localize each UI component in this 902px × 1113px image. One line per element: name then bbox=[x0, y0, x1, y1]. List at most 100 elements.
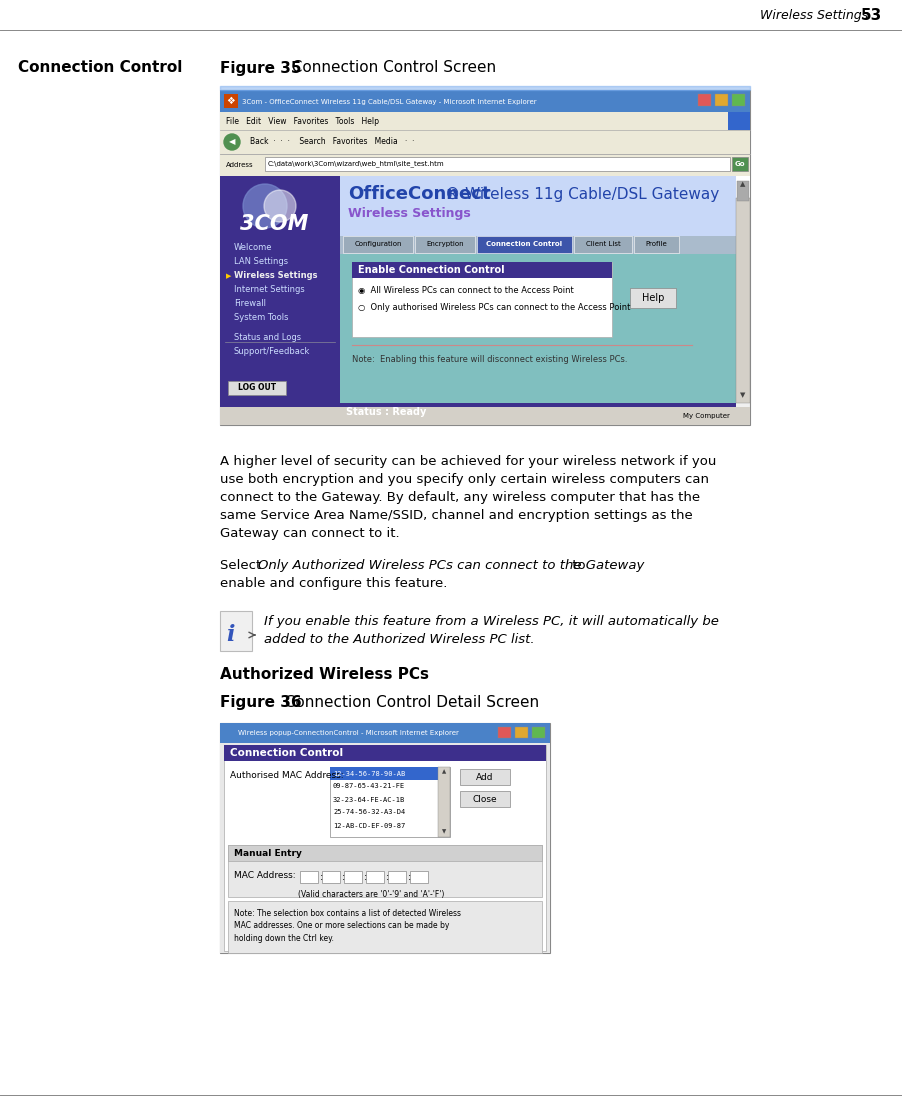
Text: Authorised MAC Address:: Authorised MAC Address: bbox=[230, 770, 344, 779]
Text: Status : Ready: Status : Ready bbox=[345, 407, 426, 417]
Bar bbox=[220, 723, 549, 743]
Text: ▼: ▼ bbox=[441, 829, 446, 835]
Text: (Valid characters are '0'-'9' and 'A'-'F'): (Valid characters are '0'-'9' and 'A'-'F… bbox=[298, 890, 444, 899]
Text: ® Wireless 11g Cable/DSL Gateway: ® Wireless 11g Cable/DSL Gateway bbox=[445, 187, 719, 201]
Bar bbox=[714, 93, 727, 106]
Text: OfficeConnect: OfficeConnect bbox=[347, 185, 490, 203]
Bar bbox=[415, 236, 474, 253]
Text: Connection Control Screen: Connection Control Screen bbox=[281, 60, 495, 76]
Text: Connection Control: Connection Control bbox=[18, 60, 182, 76]
Text: Internet Settings: Internet Settings bbox=[234, 286, 304, 295]
Bar bbox=[220, 90, 750, 112]
Text: ◉  All Wireless PCs can connect to the Access Point: ◉ All Wireless PCs can connect to the Ac… bbox=[357, 286, 573, 295]
Text: Gateway can connect to it.: Gateway can connect to it. bbox=[220, 526, 400, 540]
Text: ▼: ▼ bbox=[740, 392, 745, 398]
Text: Wireless Settings: Wireless Settings bbox=[759, 10, 867, 22]
Text: Connection Control: Connection Control bbox=[486, 242, 562, 247]
Bar bbox=[497, 727, 511, 738]
Text: Figure 35: Figure 35 bbox=[220, 60, 301, 76]
Bar bbox=[220, 407, 750, 425]
Bar bbox=[220, 154, 750, 176]
Text: :: : bbox=[319, 871, 323, 881]
Bar bbox=[340, 176, 735, 236]
Text: to: to bbox=[567, 559, 585, 572]
Text: Wireless Settings: Wireless Settings bbox=[234, 272, 318, 280]
Text: Enable Connection Control: Enable Connection Control bbox=[357, 265, 504, 275]
Bar bbox=[220, 611, 252, 651]
Text: Wireless Settings: Wireless Settings bbox=[347, 207, 470, 220]
Bar bbox=[220, 130, 750, 154]
Text: C:\data\work\3Com\wizard\web_html\site_test.htm: C:\data\work\3Com\wizard\web_html\site_t… bbox=[268, 160, 444, 167]
Text: 09-87-65-43-21-FE: 09-87-65-43-21-FE bbox=[333, 784, 405, 789]
Bar bbox=[227, 845, 541, 861]
Text: Status and Logs: Status and Logs bbox=[234, 334, 300, 343]
Bar bbox=[220, 176, 340, 236]
Text: ○  Only authorised Wireless PCs can connect to the Access Point: ○ Only authorised Wireless PCs can conne… bbox=[357, 304, 630, 313]
Text: Connection Control Detail Screen: Connection Control Detail Screen bbox=[275, 695, 538, 710]
Bar bbox=[340, 236, 735, 254]
Text: Wireless popup-ConnectionControl - Microsoft Internet Explorer: Wireless popup-ConnectionControl - Micro… bbox=[238, 730, 458, 736]
Text: 25-74-56-32-A3-D4: 25-74-56-32-A3-D4 bbox=[333, 809, 405, 816]
Bar bbox=[352, 262, 612, 337]
Text: Manual Entry: Manual Entry bbox=[234, 848, 301, 857]
Bar bbox=[352, 262, 612, 278]
Text: :: : bbox=[342, 871, 345, 881]
Bar bbox=[220, 112, 750, 130]
Text: ❖: ❖ bbox=[226, 96, 235, 106]
Bar bbox=[227, 845, 541, 897]
Bar bbox=[476, 236, 571, 253]
Text: File   Edit   View   Favorites   Tools   Help: File Edit View Favorites Tools Help bbox=[226, 117, 379, 126]
Bar bbox=[633, 236, 678, 253]
Text: added to the Authorized Wireless PC list.: added to the Authorized Wireless PC list… bbox=[263, 633, 534, 646]
Text: A higher level of security can be achieved for your wireless network if you: A higher level of security can be achiev… bbox=[220, 455, 715, 467]
Bar bbox=[227, 902, 541, 953]
Bar bbox=[630, 288, 676, 308]
Text: Welcome: Welcome bbox=[234, 244, 272, 253]
Bar bbox=[343, 236, 412, 253]
Bar bbox=[574, 236, 631, 253]
Text: :: : bbox=[385, 871, 389, 881]
Text: LAN Settings: LAN Settings bbox=[234, 257, 288, 266]
Bar bbox=[224, 93, 238, 108]
Bar bbox=[264, 157, 729, 171]
Text: MAC Address:: MAC Address: bbox=[234, 870, 299, 879]
Bar bbox=[224, 745, 546, 951]
Bar bbox=[732, 157, 747, 171]
Text: :: : bbox=[408, 871, 410, 881]
Text: 12-AB-CD-EF-09-87: 12-AB-CD-EF-09-87 bbox=[333, 823, 405, 828]
Bar bbox=[727, 112, 750, 130]
Text: Select: Select bbox=[220, 559, 265, 572]
Bar bbox=[299, 871, 318, 883]
Circle shape bbox=[224, 134, 240, 150]
Text: Only Authorized Wireless PCs can connect to the Gateway: Only Authorized Wireless PCs can connect… bbox=[258, 559, 644, 572]
Bar bbox=[732, 93, 744, 106]
Text: Help: Help bbox=[641, 293, 664, 303]
Text: Firewall: Firewall bbox=[234, 299, 266, 308]
Bar bbox=[224, 745, 546, 761]
Text: Configuration: Configuration bbox=[354, 242, 401, 247]
Text: 3COM: 3COM bbox=[240, 214, 308, 234]
Text: Go: Go bbox=[734, 161, 744, 167]
Text: System Tools: System Tools bbox=[234, 314, 288, 323]
Bar bbox=[220, 403, 735, 421]
Text: 32-23-64-FE-AC-1B: 32-23-64-FE-AC-1B bbox=[333, 797, 405, 802]
Text: Back  ·  ·  ·    Search   Favorites   Media   ·  ·: Back · · · Search Favorites Media · · bbox=[250, 138, 414, 147]
Text: 3Com - OfficeConnect Wireless 11g Cable/DSL Gateway - Microsoft Internet Explore: 3Com - OfficeConnect Wireless 11g Cable/… bbox=[242, 99, 536, 105]
Text: i: i bbox=[226, 624, 234, 646]
Bar bbox=[329, 767, 437, 780]
Text: ▶: ▶ bbox=[226, 273, 231, 279]
Bar bbox=[410, 871, 428, 883]
Bar bbox=[514, 727, 528, 738]
Bar bbox=[220, 743, 549, 953]
Bar bbox=[459, 769, 510, 785]
Bar bbox=[437, 767, 449, 837]
Text: ▲: ▲ bbox=[441, 769, 446, 775]
Text: Connection Control: Connection Control bbox=[230, 748, 343, 758]
Text: Authorized Wireless PCs: Authorized Wireless PCs bbox=[220, 667, 428, 682]
Text: If you enable this feature from a Wireless PC, it will automatically be: If you enable this feature from a Wirele… bbox=[263, 615, 718, 628]
Text: ▲: ▲ bbox=[740, 181, 745, 187]
Text: use both encryption and you specify only certain wireless computers can: use both encryption and you specify only… bbox=[220, 473, 708, 486]
Bar bbox=[220, 723, 549, 953]
Bar bbox=[322, 871, 340, 883]
Bar bbox=[344, 871, 362, 883]
